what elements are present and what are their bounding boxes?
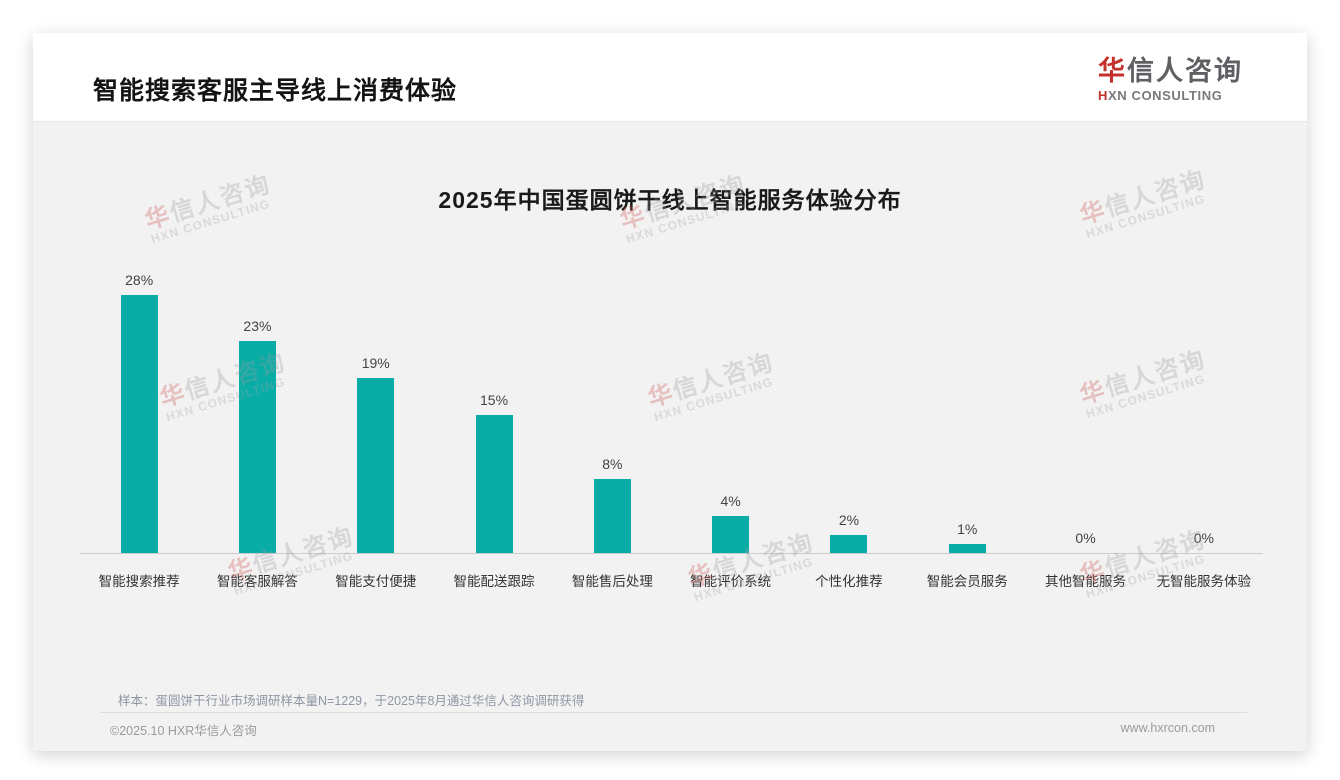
sample-note: 样本：蛋圆饼干行业市场调研样本量N=1229，于2025年8月通过华信人咨询调研… bbox=[118, 694, 585, 708]
category-label: 智能会员服务 bbox=[926, 574, 1008, 589]
website-link[interactable]: www.hxrcon.com bbox=[1120, 721, 1215, 735]
x-axis-line bbox=[80, 553, 1263, 554]
x-axis-labels: 智能搜索推荐 智能客服解答 智能支付便捷 智能配送跟踪 智能售后处理 智能评价系统 个性化推… bbox=[80, 570, 1263, 590]
bar bbox=[948, 544, 986, 553]
category-label: 无智能服务体验 bbox=[1156, 574, 1252, 589]
logo-english-accent: H bbox=[1098, 87, 1108, 103]
bar-column: 23% bbox=[198, 253, 316, 553]
category-label: 智能搜索推荐 bbox=[98, 574, 180, 589]
logo-accent-char: 华 bbox=[1098, 56, 1127, 86]
bar-value-label: 2% bbox=[838, 512, 860, 528]
bar-column: 0% bbox=[1145, 253, 1263, 553]
slide-card: 智能搜索客服主导线上消费体验 华信人咨询 HXN CONSULTING 2025… bbox=[33, 33, 1307, 751]
bar bbox=[475, 415, 513, 553]
chart-title: 2025年中国蛋圆饼干线上智能服务体验分布 bbox=[438, 187, 902, 213]
bar bbox=[120, 295, 158, 553]
footer-divider bbox=[100, 712, 1247, 713]
logo-english-rest: XN CONSULTING bbox=[1108, 87, 1223, 103]
bar-chart: 28% 23% 19% 15% 8% 4% 2% 1% 0% 0% 智能搜索推荐 智能客服解答 智能支… bbox=[80, 253, 1263, 590]
logo-chinese-text: 华信人咨询 bbox=[1098, 56, 1243, 87]
bar-column: 8% bbox=[553, 253, 671, 553]
category-label: 个性化推荐 bbox=[815, 574, 883, 589]
bar-column: 2% bbox=[790, 253, 908, 553]
bar bbox=[593, 479, 631, 553]
bar bbox=[238, 341, 276, 553]
bar-value-label: 0% bbox=[1193, 530, 1214, 546]
bar-value-label: 15% bbox=[480, 392, 509, 408]
company-logo: 华信人咨询 HXN CONSULTING bbox=[1098, 56, 1243, 103]
bar bbox=[712, 516, 750, 553]
bar-value-label: 1% bbox=[957, 521, 978, 537]
bars-area: 28% 23% 19% 15% 8% 4% 2% 1% 0% 0% bbox=[80, 253, 1263, 553]
category-label: 智能支付便捷 bbox=[335, 574, 417, 589]
bar-value-label: 4% bbox=[720, 493, 741, 509]
bar-value-label: 8% bbox=[602, 456, 623, 472]
category-label: 智能售后处理 bbox=[571, 574, 653, 589]
bar-column: 0% bbox=[1026, 253, 1144, 553]
bar-column: 15% bbox=[435, 253, 553, 553]
bar-column: 1% bbox=[908, 253, 1026, 553]
copyright-text: ©2025.10 HXR华信人咨询 bbox=[110, 724, 257, 738]
bar-value-label: 0% bbox=[1075, 530, 1096, 546]
category-label: 其他智能服务 bbox=[1045, 574, 1127, 589]
logo-english-text: HXN CONSULTING bbox=[1098, 87, 1243, 103]
category-label: 智能评价系统 bbox=[690, 574, 772, 589]
bar-value-label: 23% bbox=[243, 318, 272, 334]
header-band: 智能搜索客服主导线上消费体验 华信人咨询 HXN CONSULTING bbox=[33, 33, 1307, 122]
bar bbox=[830, 535, 868, 553]
bar-value-label: 19% bbox=[361, 355, 390, 371]
category-label: 智能客服解答 bbox=[216, 574, 298, 589]
bar bbox=[357, 378, 395, 553]
bar-column: 28% bbox=[80, 253, 198, 553]
logo-chinese-rest: 信人咨询 bbox=[1127, 56, 1243, 86]
bar-column: 4% bbox=[671, 253, 789, 553]
page-title: 智能搜索客服主导线上消费体验 bbox=[93, 77, 458, 105]
bar-column: 19% bbox=[317, 253, 435, 553]
bar-value-label: 28% bbox=[125, 272, 154, 288]
category-label: 智能配送跟踪 bbox=[453, 574, 535, 589]
